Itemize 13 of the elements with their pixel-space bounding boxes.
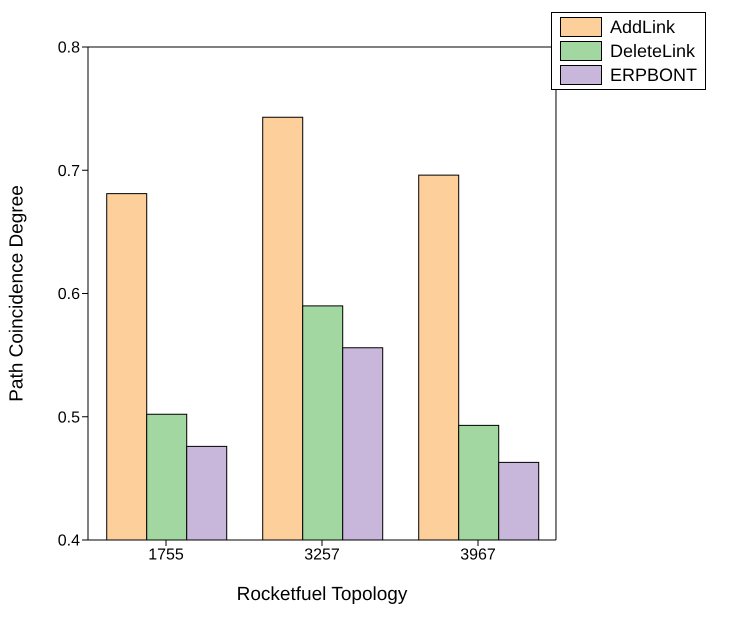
legend-label: DeleteLink: [610, 40, 696, 63]
y-tick-label: 0.6: [58, 286, 80, 304]
y-tick-label: 0.5: [58, 409, 80, 426]
legend-label: AddLink: [610, 16, 676, 39]
x-axis-title: Rocketfuel Topology: [236, 584, 408, 605]
legend-label: ERPBONT: [610, 64, 697, 87]
x-tick-label: 3257: [304, 546, 340, 564]
x-tick-label: 3967: [460, 546, 496, 564]
y-tick-label: 0.8: [58, 40, 80, 57]
x-tick-label: 1755: [148, 546, 184, 564]
y-tick-label: 0.7: [58, 162, 80, 180]
y-tick-label: 0.4: [58, 532, 80, 550]
y-axis-title: Path Coincidence Degree: [6, 185, 28, 402]
